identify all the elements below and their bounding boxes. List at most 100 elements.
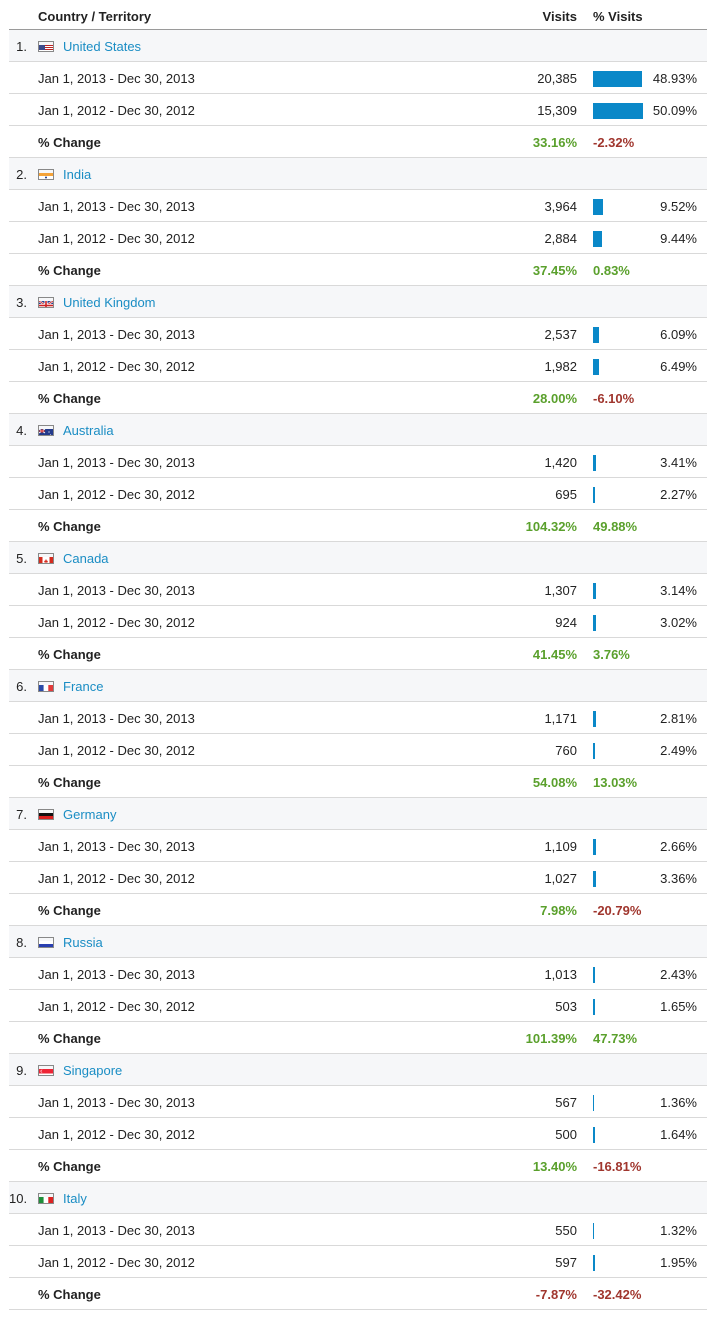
pct-change-row: % Change 33.16% -2.32% — [9, 126, 707, 158]
flag-it-icon — [38, 1193, 54, 1204]
date-range-row: Jan 1, 2013 - Dec 30, 2013 1,109 2.66% — [9, 830, 707, 862]
visits-change-value: 7.98% — [540, 903, 577, 918]
country-link[interactable]: United States — [63, 39, 142, 54]
date-range-label: Jan 1, 2012 - Dec 30, 2012 — [38, 743, 195, 758]
visits-value: 1,171 — [544, 711, 577, 726]
country-row: 6. France — [9, 670, 707, 702]
country-row: 9. Singapore — [9, 1054, 707, 1086]
pct-visits-change-value: 0.83% — [593, 263, 630, 278]
visits-value: 500 — [555, 1127, 577, 1142]
pct-visits-value: 48.93% — [652, 71, 697, 86]
pct-visits-value: 9.44% — [660, 231, 697, 246]
pct-visits-change-value: -6.10% — [593, 391, 635, 406]
pct-change-row: % Change 37.45% 0.83% — [9, 254, 707, 286]
pct-visits-value: 2.66% — [660, 839, 697, 854]
header-visits[interactable]: Visits — [542, 9, 577, 24]
pct-visits-value: 2.43% — [660, 967, 697, 982]
visits-change-value: 28.00% — [532, 391, 577, 406]
date-range-row: Jan 1, 2013 - Dec 30, 2013 1,171 2.81% — [9, 702, 707, 734]
pct-visits-value: 3.41% — [660, 455, 697, 470]
country-link[interactable]: Singapore — [63, 1063, 123, 1078]
visits-value: 15,309 — [537, 103, 577, 118]
pct-visits-value: 1.32% — [660, 1223, 697, 1238]
country-link[interactable]: Italy — [63, 1191, 87, 1206]
visits-change-value: 101.39% — [525, 1031, 577, 1046]
pct-visits-change-value: 49.88% — [593, 519, 638, 534]
date-range-row: Jan 1, 2012 - Dec 30, 2012 500 1.64% — [9, 1118, 707, 1150]
pct-visits-bar — [593, 839, 596, 855]
pct-change-label: % Change — [38, 775, 101, 790]
country-link[interactable]: India — [63, 167, 92, 182]
pct-visits-bar — [593, 103, 643, 119]
date-range-row: Jan 1, 2012 - Dec 30, 2012 924 3.02% — [9, 606, 707, 638]
pct-change-row: % Change 101.39% 47.73% — [9, 1022, 707, 1054]
date-range-label: Jan 1, 2013 - Dec 30, 2013 — [38, 327, 195, 342]
pct-visits-value: 3.36% — [660, 871, 697, 886]
pct-visits-bar — [593, 1095, 594, 1111]
country-report-table: Country / Territory Visits % Visits 1. Un… — [9, 0, 707, 1310]
pct-change-row: % Change 104.32% 49.88% — [9, 510, 707, 542]
date-range-label: Jan 1, 2013 - Dec 30, 2013 — [38, 455, 195, 470]
rank-number: 2. — [16, 167, 27, 182]
visits-change-value: 54.08% — [532, 775, 577, 790]
date-range-label: Jan 1, 2012 - Dec 30, 2012 — [38, 999, 195, 1014]
rank-number: 5. — [16, 551, 27, 566]
pct-visits-change-value: -2.32% — [593, 135, 635, 150]
pct-change-label: % Change — [38, 1287, 101, 1302]
flag-sg-icon — [38, 1065, 54, 1076]
pct-visits-value: 2.27% — [660, 487, 697, 502]
header-pct-visits[interactable]: % Visits — [593, 9, 643, 24]
pct-visits-bar — [593, 1255, 595, 1271]
country-link[interactable]: Australia — [63, 423, 114, 438]
pct-visits-bar — [593, 967, 595, 983]
flag-ca-icon — [38, 553, 54, 564]
country-link[interactable]: Canada — [63, 551, 109, 566]
date-range-row: Jan 1, 2012 - Dec 30, 2012 2,884 9.44% — [9, 222, 707, 254]
rank-number: 9. — [16, 1063, 27, 1078]
visits-value: 1,982 — [544, 359, 577, 374]
date-range-label: Jan 1, 2013 - Dec 30, 2013 — [38, 71, 195, 86]
pct-visits-bar — [593, 615, 596, 631]
visits-change-value: 33.16% — [532, 135, 577, 150]
date-range-label: Jan 1, 2013 - Dec 30, 2013 — [38, 199, 195, 214]
pct-visits-bar — [593, 711, 596, 727]
date-range-label: Jan 1, 2012 - Dec 30, 2012 — [38, 1127, 195, 1142]
date-range-label: Jan 1, 2013 - Dec 30, 2013 — [38, 839, 195, 854]
pct-visits-bar — [593, 231, 602, 247]
rank-number: 7. — [16, 807, 27, 822]
flag-us-icon — [38, 41, 54, 52]
country-row: 4. Australia — [9, 414, 707, 446]
pct-visits-value: 1.36% — [660, 1095, 697, 1110]
date-range-row: Jan 1, 2012 - Dec 30, 2012 15,309 50.09% — [9, 94, 707, 126]
pct-change-label: % Change — [38, 1159, 101, 1174]
pct-change-row: % Change 41.45% 3.76% — [9, 638, 707, 670]
table-header: Country / Territory Visits % Visits — [9, 0, 707, 30]
visits-change-value: 104.32% — [525, 519, 577, 534]
rank-number: 8. — [16, 935, 27, 950]
date-range-row: Jan 1, 2012 - Dec 30, 2012 1,027 3.36% — [9, 862, 707, 894]
rank-number: 10. — [9, 1191, 28, 1206]
pct-change-label: % Change — [38, 135, 101, 150]
country-link[interactable]: Germany — [63, 807, 117, 822]
pct-visits-value: 2.81% — [660, 711, 697, 726]
visits-value: 567 — [555, 1095, 577, 1110]
rank-number: 3. — [16, 295, 27, 310]
pct-change-row: % Change 7.98% -20.79% — [9, 894, 707, 926]
country-link[interactable]: Russia — [63, 935, 103, 950]
date-range-label: Jan 1, 2013 - Dec 30, 2013 — [38, 967, 195, 982]
date-range-row: Jan 1, 2013 - Dec 30, 2013 1,307 3.14% — [9, 574, 707, 606]
date-range-label: Jan 1, 2012 - Dec 30, 2012 — [38, 359, 195, 374]
visits-value: 1,109 — [544, 839, 577, 854]
pct-visits-value: 2.49% — [660, 743, 697, 758]
date-range-label: Jan 1, 2013 - Dec 30, 2013 — [38, 1223, 195, 1238]
pct-visits-value: 6.49% — [660, 359, 697, 374]
country-link[interactable]: France — [63, 679, 104, 694]
visits-value: 695 — [555, 487, 577, 502]
visits-change-value: 13.40% — [532, 1159, 577, 1174]
date-range-row: Jan 1, 2012 - Dec 30, 2012 1,982 6.49% — [9, 350, 707, 382]
pct-visits-bar — [593, 487, 595, 503]
header-country[interactable]: Country / Territory — [38, 9, 152, 24]
pct-visits-value: 3.14% — [660, 583, 697, 598]
country-link[interactable]: United Kingdom — [63, 295, 156, 310]
rank-number: 4. — [16, 423, 27, 438]
